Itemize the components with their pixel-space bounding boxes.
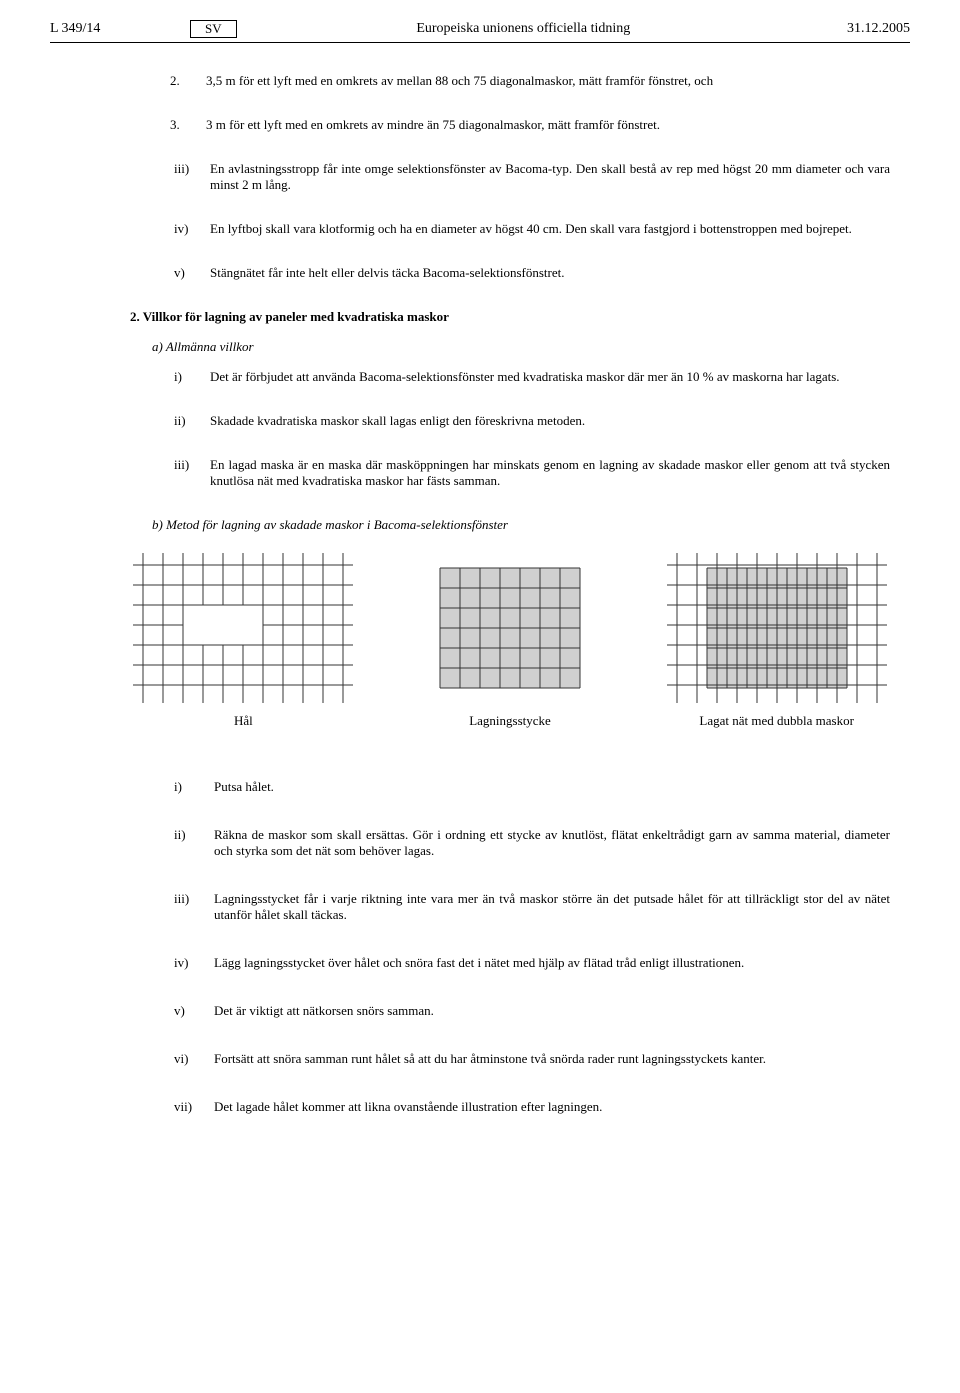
diagram-caption: Hål xyxy=(130,713,357,729)
step-marker: vi) xyxy=(174,1051,214,1067)
page-date: 31.12.2005 xyxy=(790,21,910,37)
diagram-caption: Lagat nät med dubbla maskor xyxy=(663,713,890,729)
step-text: Det lagade hålet kommer att likna ovanst… xyxy=(214,1099,890,1115)
step-item: vi) Fortsätt att snöra samman runt hålet… xyxy=(174,1051,890,1067)
item-text: 3 m för ett lyft med en omkrets av mindr… xyxy=(206,117,890,133)
page-header: L 349/14 SV Europeiska unionens officiel… xyxy=(50,20,910,43)
step-item: vii) Det lagade hålet kommer att likna o… xyxy=(174,1099,890,1115)
page-ref: L 349/14 xyxy=(50,21,190,37)
item-marker: iv) xyxy=(174,221,210,237)
step-marker: iii) xyxy=(174,891,214,923)
item-marker: 3. xyxy=(170,117,206,133)
item-marker: i) xyxy=(174,369,210,385)
step-text: Räkna de maskor som skall ersättas. Gör … xyxy=(214,827,890,859)
step-marker: i) xyxy=(174,779,214,795)
grid-hole-svg xyxy=(133,553,353,703)
item-text: Det är förbjudet att använda Bacoma-sele… xyxy=(210,369,890,385)
step-item: ii) Räkna de maskor som skall ersättas. … xyxy=(174,827,890,859)
step-text: Lagningsstycket får i varje riktning int… xyxy=(214,891,890,923)
step-item: i) Putsa hålet. xyxy=(174,779,890,795)
diagram-hole: Hål xyxy=(130,553,357,729)
body-item: iii) En avlastningsstropp får inte omge … xyxy=(174,161,890,193)
item-text: 3,5 m för ett lyft med en omkrets av mel… xyxy=(206,73,890,89)
item-text: Skadade kvadratiska maskor skall lagas e… xyxy=(210,413,890,429)
step-text: Lägg lagningsstycket över hålet och snör… xyxy=(214,955,890,971)
item-text: Stängnätet får inte helt eller delvis tä… xyxy=(210,265,890,281)
body-item: ii) Skadade kvadratiska maskor skall lag… xyxy=(174,413,890,429)
diagram-row: Hål xyxy=(130,553,890,729)
subheading-a: a) Allmänna villkor xyxy=(130,339,890,355)
step-text: Det är viktigt att nätkorsen snörs samma… xyxy=(214,1003,890,1019)
body-item: v) Stängnätet får inte helt eller delvis… xyxy=(174,265,890,281)
item-marker: 2. xyxy=(170,73,206,89)
item-marker: v) xyxy=(174,265,210,281)
body-item: iv) En lyftboj skall vara klotformig och… xyxy=(174,221,890,237)
item-marker: ii) xyxy=(174,413,210,429)
subheading-b: b) Metod för lagning av skadade maskor i… xyxy=(130,517,890,533)
body-item: i) Det är förbjudet att använda Bacoma-s… xyxy=(174,369,890,385)
step-marker: vii) xyxy=(174,1099,214,1115)
step-marker: ii) xyxy=(174,827,214,859)
step-marker: v) xyxy=(174,1003,214,1019)
item-text: En lagad maska är en maska där masköppni… xyxy=(210,457,890,489)
step-text: Fortsätt att snöra samman runt hålet så … xyxy=(214,1051,890,1067)
item-text: En lyftboj skall vara klotformig och ha … xyxy=(210,221,890,237)
diagram-patch: Lagningsstycke xyxy=(397,553,624,729)
diagram-caption: Lagningsstycke xyxy=(397,713,624,729)
grid-repaired-svg xyxy=(667,553,887,703)
step-item: iv) Lägg lagningsstycket över hålet och … xyxy=(174,955,890,971)
step-text: Putsa hålet. xyxy=(214,779,890,795)
step-item: v) Det är viktigt att nätkorsen snörs sa… xyxy=(174,1003,890,1019)
step-marker: iv) xyxy=(174,955,214,971)
body-item: 3. 3 m för ett lyft med en omkrets av mi… xyxy=(170,117,890,133)
item-marker: iii) xyxy=(174,457,210,489)
grid-patch-svg xyxy=(410,553,610,703)
diagram-repaired: Lagat nät med dubbla maskor xyxy=(663,553,890,729)
lang-box: SV xyxy=(190,20,237,38)
body-item: 2. 3,5 m för ett lyft med en omkrets av … xyxy=(170,73,890,89)
item-text: En avlastningsstropp får inte omge selek… xyxy=(210,161,890,193)
section-heading: 2. Villkor för lagning av paneler med kv… xyxy=(130,309,890,325)
item-marker: iii) xyxy=(174,161,210,193)
body-item: iii) En lagad maska är en maska där mask… xyxy=(174,457,890,489)
journal-title: Europeiska unionens officiella tidning xyxy=(257,21,790,37)
step-item: iii) Lagningsstycket får i varje riktnin… xyxy=(174,891,890,923)
